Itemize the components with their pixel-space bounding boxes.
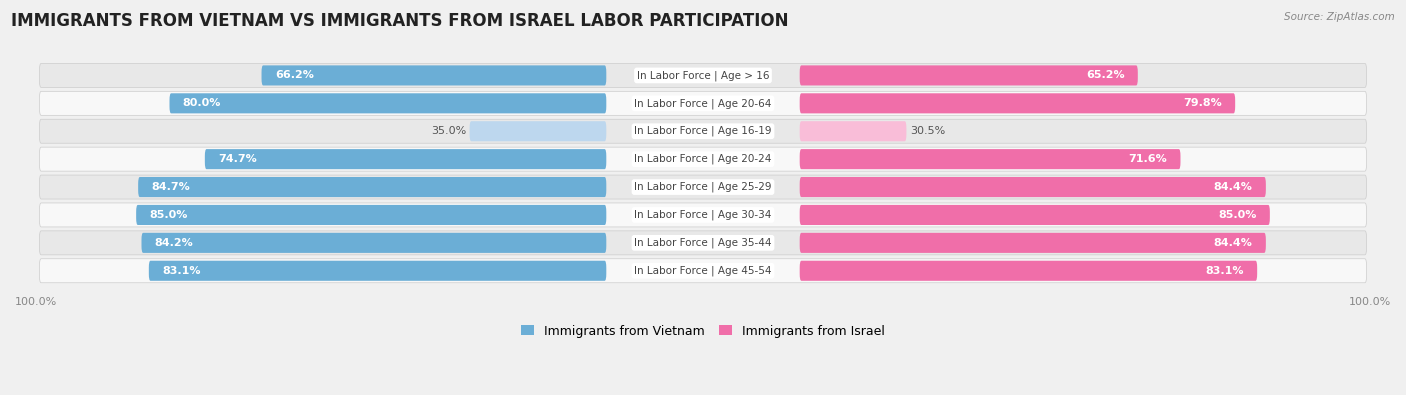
Text: 30.5%: 30.5%: [910, 126, 945, 136]
FancyBboxPatch shape: [39, 119, 1367, 143]
Text: 84.4%: 84.4%: [1213, 182, 1253, 192]
Text: 83.1%: 83.1%: [162, 266, 201, 276]
Text: In Labor Force | Age 20-64: In Labor Force | Age 20-64: [634, 98, 772, 109]
Text: In Labor Force | Age 35-44: In Labor Force | Age 35-44: [634, 238, 772, 248]
Text: 83.1%: 83.1%: [1205, 266, 1244, 276]
Text: 66.2%: 66.2%: [274, 70, 314, 81]
FancyBboxPatch shape: [39, 203, 1367, 227]
FancyBboxPatch shape: [142, 233, 606, 253]
FancyBboxPatch shape: [39, 259, 1367, 283]
FancyBboxPatch shape: [800, 233, 1265, 253]
Text: 65.2%: 65.2%: [1085, 70, 1125, 81]
FancyBboxPatch shape: [800, 93, 1234, 113]
FancyBboxPatch shape: [800, 66, 1137, 85]
Text: Source: ZipAtlas.com: Source: ZipAtlas.com: [1284, 12, 1395, 22]
Text: In Labor Force | Age > 16: In Labor Force | Age > 16: [637, 70, 769, 81]
Text: In Labor Force | Age 45-54: In Labor Force | Age 45-54: [634, 265, 772, 276]
Text: In Labor Force | Age 20-24: In Labor Force | Age 20-24: [634, 154, 772, 164]
FancyBboxPatch shape: [39, 91, 1367, 115]
FancyBboxPatch shape: [205, 149, 606, 169]
Text: In Labor Force | Age 25-29: In Labor Force | Age 25-29: [634, 182, 772, 192]
FancyBboxPatch shape: [800, 261, 1257, 281]
FancyBboxPatch shape: [39, 231, 1367, 255]
Text: 84.2%: 84.2%: [155, 238, 194, 248]
FancyBboxPatch shape: [800, 149, 1181, 169]
FancyBboxPatch shape: [800, 121, 907, 141]
Text: 85.0%: 85.0%: [1218, 210, 1257, 220]
Text: 84.4%: 84.4%: [1213, 238, 1253, 248]
FancyBboxPatch shape: [39, 64, 1367, 87]
Text: 84.7%: 84.7%: [152, 182, 190, 192]
Text: 74.7%: 74.7%: [218, 154, 257, 164]
FancyBboxPatch shape: [149, 261, 606, 281]
Text: IMMIGRANTS FROM VIETNAM VS IMMIGRANTS FROM ISRAEL LABOR PARTICIPATION: IMMIGRANTS FROM VIETNAM VS IMMIGRANTS FR…: [11, 12, 789, 30]
Text: 79.8%: 79.8%: [1182, 98, 1222, 108]
FancyBboxPatch shape: [170, 93, 606, 113]
FancyBboxPatch shape: [800, 205, 1270, 225]
Text: 35.0%: 35.0%: [432, 126, 467, 136]
Text: 80.0%: 80.0%: [183, 98, 221, 108]
FancyBboxPatch shape: [470, 121, 606, 141]
FancyBboxPatch shape: [800, 177, 1265, 197]
Text: 71.6%: 71.6%: [1129, 154, 1167, 164]
FancyBboxPatch shape: [136, 205, 606, 225]
Text: In Labor Force | Age 30-34: In Labor Force | Age 30-34: [634, 210, 772, 220]
Text: 85.0%: 85.0%: [149, 210, 188, 220]
FancyBboxPatch shape: [39, 147, 1367, 171]
FancyBboxPatch shape: [262, 66, 606, 85]
Text: In Labor Force | Age 16-19: In Labor Force | Age 16-19: [634, 126, 772, 137]
FancyBboxPatch shape: [39, 175, 1367, 199]
Legend: Immigrants from Vietnam, Immigrants from Israel: Immigrants from Vietnam, Immigrants from…: [522, 325, 884, 338]
FancyBboxPatch shape: [138, 177, 606, 197]
